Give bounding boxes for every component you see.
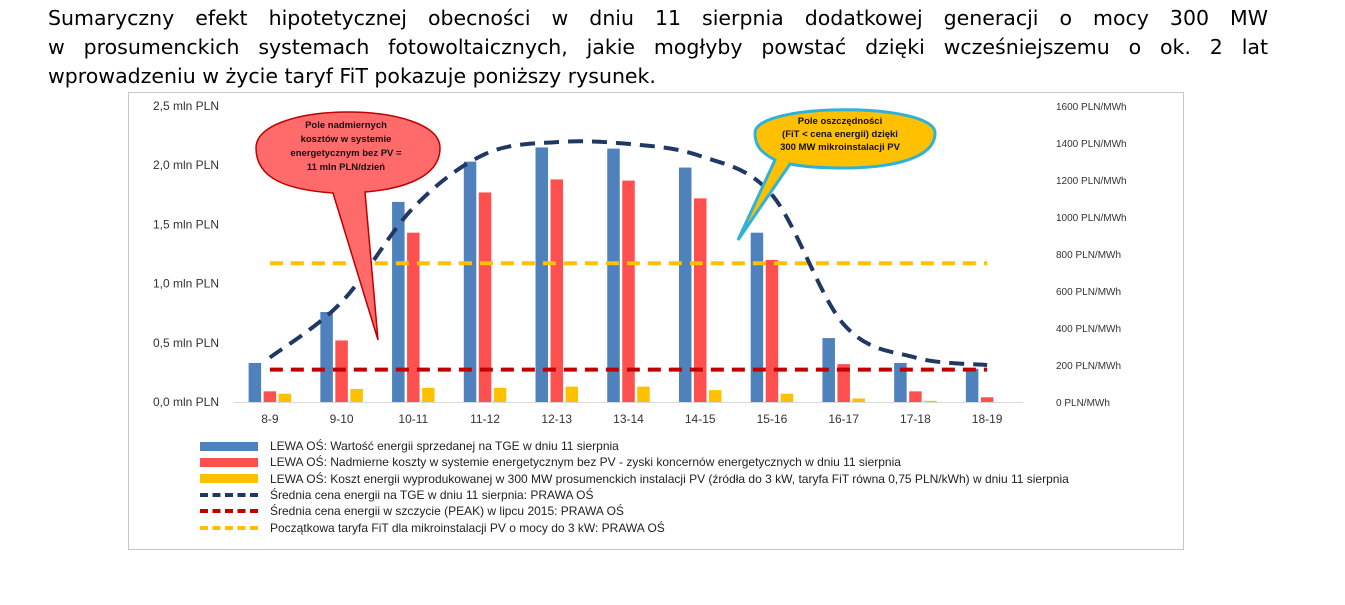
bar-series-3-bar: [852, 398, 865, 402]
bar-series-1-bar: [248, 362, 262, 402]
bar-series-1-bar: [607, 148, 620, 402]
legend-item: LEWA OŚ: Wartość energii sprzedanej na T…: [200, 438, 1069, 454]
legend-item: LEWA OŚ: Nadmierne koszty w systemie ene…: [200, 454, 1069, 470]
legend-swatch: [200, 525, 258, 530]
legend-item: Średnia cena energii w szczycie (PEAK) w…: [200, 503, 1069, 519]
bar-series-3-bar: [565, 386, 579, 402]
intro-line-1: Sumaryczny efekt hipotetycznej obecności…: [48, 6, 1268, 30]
bar-series-1-bar: [678, 167, 692, 402]
x-axis-category-label: 8-9: [261, 412, 279, 426]
bar-series-3-bar: [422, 387, 435, 402]
legend-item: LEWA OŚ: Koszt energii wyprodukowanej w …: [200, 471, 1069, 487]
intro-line-3: wprowadzeniu w życie taryf FiT pokazuje …: [48, 64, 656, 88]
legend-label: LEWA OŚ: Wartość energii sprzedanej na T…: [270, 439, 619, 454]
legend-item: Średnia cena energii na TGE w dniu 11 si…: [200, 487, 1069, 503]
bar-series-3-bar: [924, 400, 937, 402]
callout-savings-text: Pole oszczędności: [798, 116, 882, 127]
left-axis-tick-label: 1,0 mln PLN: [153, 277, 219, 291]
right-axis-tick-label: 1000 PLN/MWh: [1056, 213, 1127, 224]
callout-excess-costs-text: 11 mln PLN/dzień: [307, 162, 385, 173]
legend-label: Średnia cena energii na TGE w dniu 11 si…: [270, 488, 594, 503]
bar-series-1-bar: [750, 232, 764, 402]
bar-series-1-bar: [535, 147, 549, 402]
legend-item: Początkowa taryfa FiT dla mikroinstalacj…: [200, 519, 1069, 535]
bar-series-2-bar: [765, 259, 779, 402]
left-axis-tick-label: 1,5 mln PLN: [153, 217, 219, 231]
x-axis-category-label: 18-19: [972, 412, 1003, 426]
bar-series-1-bar: [463, 161, 477, 402]
bar-series-2-bar: [550, 179, 564, 402]
x-axis-category-label: 17-18: [900, 412, 931, 426]
x-axis-category-label: 10-11: [398, 412, 428, 426]
right-axis-tick-label: 600 PLN/MWh: [1056, 287, 1121, 298]
left-axis-tick-label: 0,5 mln PLN: [153, 336, 219, 350]
bar-series-2-bar: [478, 192, 492, 402]
bar-series-2-bar: [263, 391, 277, 402]
legend-label: LEWA OŚ: Nadmierne koszty w systemie ene…: [270, 455, 901, 470]
right-axis-tick-label: 0 PLN/MWh: [1056, 398, 1110, 409]
x-axis-category-label: 16-17: [828, 412, 859, 426]
left-axis-tick-label: 0,0 mln PLN: [153, 395, 219, 409]
legend-swatch: [200, 474, 258, 484]
callout-savings: [736, 108, 937, 241]
callout-savings-text: 300 MW mikroinstalacji PV: [780, 142, 901, 153]
bar-series-2-bar: [407, 232, 420, 402]
bar-series-3-bar: [780, 393, 794, 402]
intro-paragraph: Sumaryczny efekt hipotetycznej obecności…: [48, 4, 1268, 91]
line-series-1: [268, 139, 988, 367]
callout-savings-text: (FiT < cena energii) dzięki: [782, 129, 898, 140]
callout-excess-costs-text: Pole nadmiernych: [305, 120, 387, 131]
bar-series-3-bar: [493, 387, 507, 402]
x-axis-category-label: 12-13: [541, 412, 572, 426]
bar-series-2-bar: [622, 180, 635, 402]
callout-excess-costs-text: kosztów w systemie: [301, 134, 392, 145]
callout-excess-costs: [255, 111, 441, 341]
x-axis-category-label: 14-15: [685, 412, 716, 426]
x-axis-category-label: 11-12: [470, 412, 500, 426]
callout-excess-costs-text: energetycznym bez PV =: [290, 148, 402, 159]
x-axis-category-label: 13-14: [613, 412, 644, 426]
bar-series-3-bar: [278, 393, 292, 402]
legend-swatch: [200, 509, 258, 514]
chart-legend: LEWA OŚ: Wartość energii sprzedanej na T…: [200, 438, 1069, 536]
bar-series-1-bar: [965, 368, 979, 402]
bar-series-1-bar: [320, 312, 333, 402]
bar-series-1-bar: [392, 201, 405, 402]
x-axis-category-label: 15-16: [757, 412, 788, 426]
bar-series-3-bar: [708, 390, 722, 402]
left-axis-tick-label: 2,0 mln PLN: [153, 158, 219, 172]
chart-frame: [128, 92, 1184, 550]
right-axis-tick-label: 1200 PLN/MWh: [1056, 176, 1127, 187]
bar-series-2-bar: [837, 364, 850, 402]
legend-swatch: [200, 441, 258, 451]
right-axis-tick-label: 800 PLN/MWh: [1056, 250, 1121, 261]
bar-series-3-bar: [350, 388, 363, 402]
legend-label: Średnia cena energii w szczycie (PEAK) w…: [270, 504, 624, 519]
x-axis-category-label: 9-10: [330, 412, 354, 426]
right-axis-tick-label: 400 PLN/MWh: [1056, 324, 1121, 335]
legend-swatch: [200, 457, 258, 467]
legend-label: LEWA OŚ: Koszt energii wyprodukowanej w …: [270, 471, 1069, 486]
left-axis-tick-label: 2,5 mln PLN: [153, 99, 219, 113]
right-axis-tick-label: 1400 PLN/MWh: [1056, 139, 1127, 150]
bar-series-1-bar: [894, 362, 907, 402]
bar-series-3-bar: [637, 386, 650, 402]
right-axis-tick-label: 1600 PLN/MWh: [1056, 102, 1127, 113]
right-axis-tick-label: 200 PLN/MWh: [1056, 361, 1121, 372]
legend-swatch: [200, 493, 258, 498]
intro-line-2: w prosumenckich systemach fotowoltaiczny…: [48, 35, 1268, 59]
bar-series-2-bar: [909, 391, 922, 402]
bar-series-2-bar: [980, 397, 994, 402]
bar-series-2-bar: [693, 198, 707, 402]
legend-label: Początkowa taryfa FiT dla mikroinstalacj…: [270, 520, 665, 535]
